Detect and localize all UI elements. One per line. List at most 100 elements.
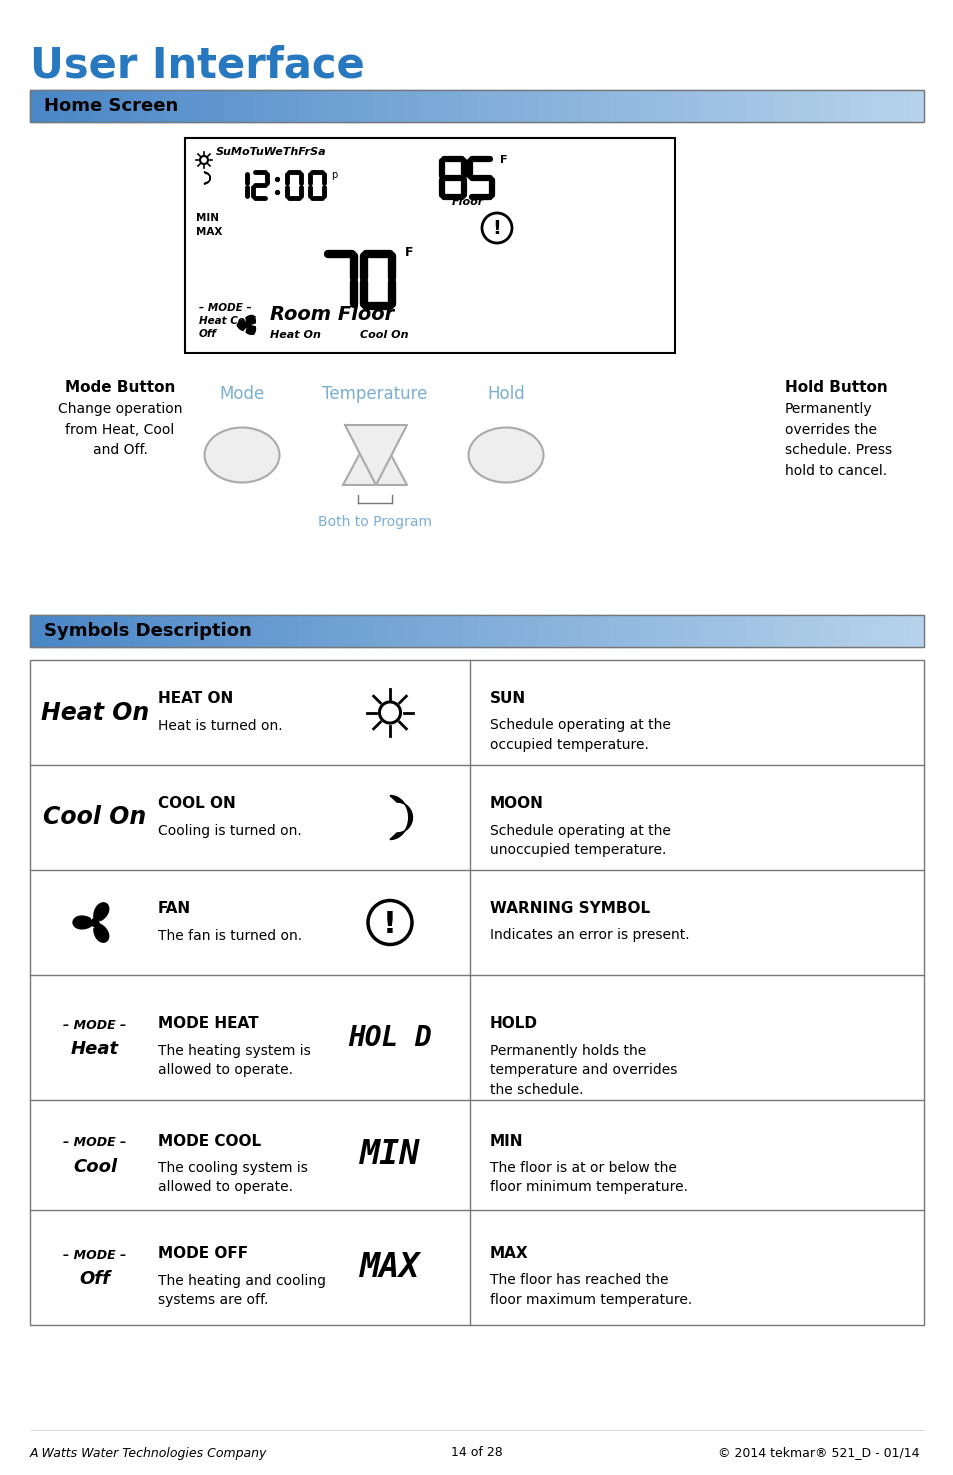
- Bar: [373, 615, 388, 648]
- Bar: [760, 615, 775, 648]
- Text: The cooling system is
allowed to operate.: The cooling system is allowed to operate…: [158, 1161, 308, 1195]
- Bar: [193, 615, 209, 648]
- Text: Mode: Mode: [219, 385, 264, 403]
- Bar: [179, 90, 194, 122]
- Text: SuMoTuWeThFrSa: SuMoTuWeThFrSa: [215, 148, 326, 156]
- Text: MODE COOL: MODE COOL: [158, 1133, 261, 1149]
- Bar: [492, 615, 507, 648]
- Bar: [105, 615, 120, 648]
- Polygon shape: [246, 324, 255, 335]
- Bar: [461, 90, 477, 122]
- Text: © 2014 tekmar® 521_D - 01/14: © 2014 tekmar® 521_D - 01/14: [718, 1447, 919, 1459]
- Bar: [328, 90, 343, 122]
- Bar: [253, 90, 269, 122]
- Text: – MODE –: – MODE –: [199, 302, 252, 313]
- Bar: [834, 90, 849, 122]
- Bar: [179, 615, 194, 648]
- Bar: [715, 615, 730, 648]
- Bar: [730, 615, 745, 648]
- Bar: [863, 90, 879, 122]
- Text: Permanently holds the
temperature and overrides
the schedule.: Permanently holds the temperature and ov…: [490, 1043, 677, 1096]
- Text: MODE HEAT: MODE HEAT: [158, 1016, 258, 1031]
- Bar: [268, 615, 283, 648]
- Bar: [700, 90, 715, 122]
- Bar: [74, 90, 90, 122]
- Bar: [149, 615, 165, 648]
- Text: MODE OFF: MODE OFF: [158, 1246, 248, 1261]
- Bar: [268, 90, 283, 122]
- Bar: [357, 90, 373, 122]
- Bar: [476, 90, 492, 122]
- Bar: [342, 615, 358, 648]
- Text: Temperature: Temperature: [322, 385, 427, 403]
- Bar: [789, 90, 804, 122]
- Text: HOLD: HOLD: [490, 1016, 537, 1031]
- Bar: [521, 615, 537, 648]
- Text: – MODE –: – MODE –: [63, 1019, 127, 1032]
- Text: MIN: MIN: [359, 1139, 419, 1171]
- Bar: [476, 615, 492, 648]
- Text: Hold: Hold: [487, 385, 524, 403]
- Bar: [625, 615, 640, 648]
- Bar: [640, 90, 656, 122]
- Bar: [45, 615, 60, 648]
- Bar: [283, 615, 298, 648]
- Text: Both to Program: Both to Program: [317, 515, 432, 530]
- Bar: [506, 90, 521, 122]
- Bar: [580, 615, 596, 648]
- Bar: [134, 90, 150, 122]
- Text: – MODE –: – MODE –: [63, 1137, 127, 1149]
- Bar: [30, 615, 923, 648]
- Ellipse shape: [468, 428, 543, 482]
- Bar: [893, 615, 908, 648]
- Text: Heat is turned on.: Heat is turned on.: [158, 718, 282, 733]
- Text: The heating system is
allowed to operate.: The heating system is allowed to operate…: [158, 1043, 311, 1077]
- Bar: [164, 615, 179, 648]
- Text: The floor is at or below the
floor minimum temperature.: The floor is at or below the floor minim…: [490, 1161, 687, 1195]
- Bar: [373, 90, 388, 122]
- Bar: [580, 90, 596, 122]
- Bar: [730, 90, 745, 122]
- Text: !: !: [492, 220, 501, 239]
- Text: !: !: [383, 910, 396, 940]
- Polygon shape: [390, 795, 412, 839]
- Text: User Interface: User Interface: [30, 44, 364, 86]
- Bar: [30, 615, 46, 648]
- Bar: [223, 90, 239, 122]
- Polygon shape: [345, 425, 407, 485]
- Bar: [908, 90, 923, 122]
- Bar: [536, 90, 552, 122]
- Bar: [879, 615, 894, 648]
- Bar: [30, 659, 923, 1325]
- Bar: [685, 90, 700, 122]
- Bar: [492, 90, 507, 122]
- Bar: [536, 615, 552, 648]
- Bar: [551, 615, 566, 648]
- Text: MIN: MIN: [195, 212, 219, 223]
- Bar: [313, 615, 328, 648]
- Text: F: F: [499, 155, 507, 165]
- Text: Schedule operating at the
unoccupied temperature.: Schedule operating at the unoccupied tem…: [490, 823, 670, 857]
- Text: SUN: SUN: [490, 690, 525, 707]
- Text: Heat: Heat: [71, 1040, 119, 1059]
- Bar: [387, 90, 402, 122]
- Bar: [774, 615, 790, 648]
- Text: Permanently
overrides the
schedule. Press
hold to cancel.: Permanently overrides the schedule. Pres…: [784, 403, 891, 478]
- Text: HOL D: HOL D: [348, 1024, 432, 1052]
- Text: 14 of 28: 14 of 28: [451, 1447, 502, 1459]
- Bar: [209, 90, 224, 122]
- Text: The heating and cooling
systems are off.: The heating and cooling systems are off.: [158, 1273, 326, 1307]
- Bar: [670, 615, 685, 648]
- Bar: [551, 90, 566, 122]
- Text: COOL ON: COOL ON: [158, 796, 235, 811]
- Bar: [744, 90, 760, 122]
- Bar: [596, 615, 611, 648]
- Bar: [90, 615, 105, 648]
- Text: Cooling is turned on.: Cooling is turned on.: [158, 823, 301, 838]
- Polygon shape: [246, 316, 255, 324]
- Text: The floor has reached the
floor maximum temperature.: The floor has reached the floor maximum …: [490, 1273, 692, 1307]
- Circle shape: [245, 323, 250, 327]
- Bar: [566, 90, 581, 122]
- Bar: [30, 90, 923, 122]
- Text: Room Floor: Room Floor: [270, 304, 394, 323]
